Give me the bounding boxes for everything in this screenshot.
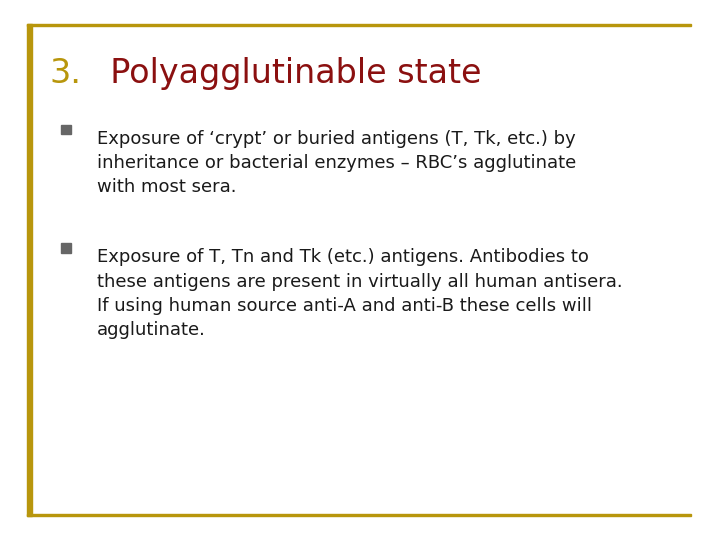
Bar bbox=[27, 24, 691, 26]
Bar bbox=[61, 244, 71, 253]
Bar bbox=[27, 514, 691, 516]
Bar bbox=[61, 125, 71, 134]
Text: Exposure of ‘crypt’ or buried antigens (T, Tk, etc.) by
inheritance or bacterial: Exposure of ‘crypt’ or buried antigens (… bbox=[97, 130, 577, 196]
Text: Exposure of T, Tn and Tk (etc.) antigens. Antibodies to
these antigens are prese: Exposure of T, Tn and Tk (etc.) antigens… bbox=[97, 248, 623, 339]
Bar bbox=[27, 24, 32, 516]
Text: Polyagglutinable state: Polyagglutinable state bbox=[89, 57, 482, 90]
Text: 3.: 3. bbox=[50, 57, 81, 90]
